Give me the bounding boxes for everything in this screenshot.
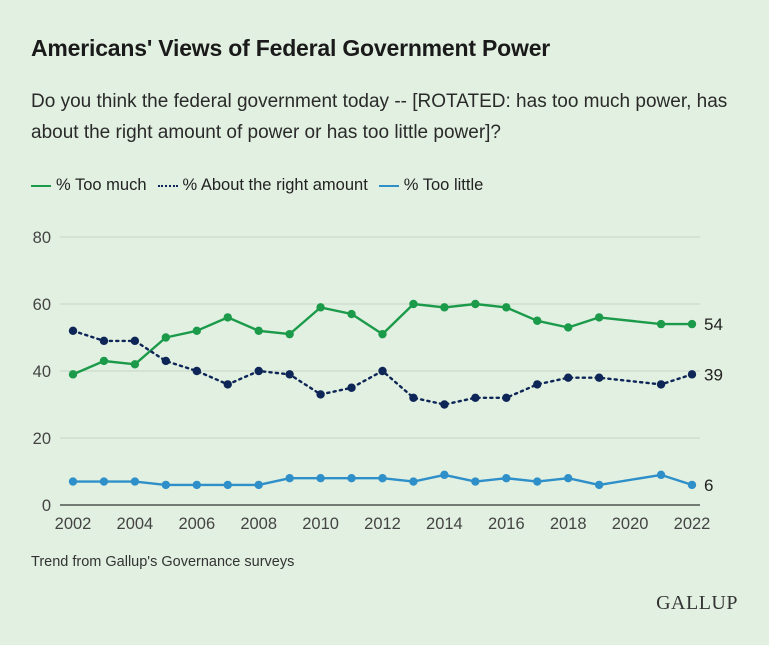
data-point: [223, 480, 232, 490]
series-line: [71, 329, 694, 406]
end-value-label: 54: [704, 315, 723, 334]
gallup-logo: GALLUP: [656, 592, 738, 614]
data-point: [533, 477, 542, 486]
y-tick-label: 80: [33, 229, 51, 247]
data-point: [254, 326, 263, 335]
series-line: [71, 473, 694, 487]
chart-legend: % Too much % About the right amount % Too …: [31, 176, 494, 195]
data-point: [254, 366, 263, 376]
data-point: [378, 474, 387, 483]
data-point: [471, 299, 480, 309]
data-point: [440, 400, 449, 409]
data-point: [223, 380, 232, 389]
data-point: [594, 480, 604, 490]
data-point: [440, 470, 449, 480]
data-point: [502, 393, 511, 402]
data-point: [161, 333, 171, 342]
x-tick-label: 2022: [674, 515, 711, 533]
data-point: [594, 313, 604, 322]
x-tick-label: 2014: [426, 515, 463, 533]
footnote: Trend from Gallup's Governance surveys: [31, 554, 295, 570]
legend-item: % Too much: [31, 176, 147, 195]
x-tick-label: 2012: [364, 515, 401, 533]
legend-label: % Too little: [403, 176, 484, 194]
legend-item: % About the right amount: [157, 176, 368, 195]
data-point: [656, 470, 666, 480]
data-point: [471, 477, 480, 486]
x-tick-label: 2018: [550, 515, 587, 533]
data-point: [161, 480, 171, 490]
end-value-label: 39: [704, 365, 723, 384]
data-point: [594, 373, 604, 382]
data-point: [254, 480, 263, 490]
data-point: [161, 356, 171, 366]
data-point: [564, 474, 573, 483]
data-point: [347, 309, 356, 319]
x-tick-label: 2002: [55, 515, 92, 533]
legend-swatch: [157, 184, 178, 187]
data-point: [687, 370, 697, 379]
data-point: [471, 393, 480, 402]
data-point: [409, 477, 418, 486]
data-point: [687, 480, 697, 490]
data-point: [409, 393, 418, 402]
data-point: [502, 303, 511, 312]
data-point: [130, 477, 140, 486]
y-tick-label: 0: [42, 497, 51, 515]
data-point: [192, 480, 201, 490]
data-point: [347, 474, 356, 483]
x-tick-label: 2004: [117, 515, 154, 533]
end-value-label: 6: [704, 476, 713, 495]
x-tick-label: 2020: [612, 515, 649, 533]
data-point: [130, 336, 140, 346]
data-point: [656, 380, 666, 389]
chart-subtitle: Do you think the federal government toda…: [31, 91, 728, 143]
data-point: [502, 474, 511, 483]
data-point: [409, 299, 418, 309]
data-point: [192, 326, 201, 335]
data-point: [533, 380, 542, 389]
legend-item: % Too little: [378, 176, 484, 195]
legend-label: % Too much: [56, 176, 147, 194]
series-line: [71, 302, 694, 376]
y-tick-label: 20: [33, 430, 51, 448]
y-tick-label: 60: [33, 296, 51, 314]
data-point: [99, 336, 109, 346]
data-point: [192, 366, 201, 376]
x-tick-label: 2008: [240, 515, 277, 533]
chart-title: Americans' Views of Federal Government P…: [31, 35, 551, 61]
data-point: [68, 326, 78, 335]
data-point: [440, 303, 449, 312]
data-point: [285, 329, 294, 339]
data-point: [316, 303, 325, 312]
data-point: [378, 329, 387, 339]
x-tick-label: 2006: [178, 515, 215, 533]
legend-swatch: [31, 184, 51, 187]
data-point: [68, 370, 78, 379]
data-point: [223, 313, 232, 322]
x-tick-label: 2010: [302, 515, 339, 533]
data-point: [68, 477, 78, 486]
data-point: [347, 383, 356, 392]
data-point: [285, 474, 294, 483]
legend-label: % About the right amount: [182, 176, 368, 194]
data-point: [316, 390, 325, 399]
data-point: [316, 474, 325, 483]
data-point: [130, 360, 140, 369]
x-tick-label: 2016: [488, 515, 525, 533]
data-point: [533, 316, 542, 325]
data-point: [378, 366, 387, 376]
data-point: [99, 477, 109, 486]
legend-swatch: [378, 184, 399, 187]
y-tick-label: 40: [33, 363, 51, 381]
data-point: [285, 370, 294, 379]
data-point: [564, 373, 573, 382]
data-point: [687, 319, 697, 329]
data-point: [99, 356, 109, 366]
data-point: [564, 323, 573, 332]
data-point: [656, 319, 666, 329]
